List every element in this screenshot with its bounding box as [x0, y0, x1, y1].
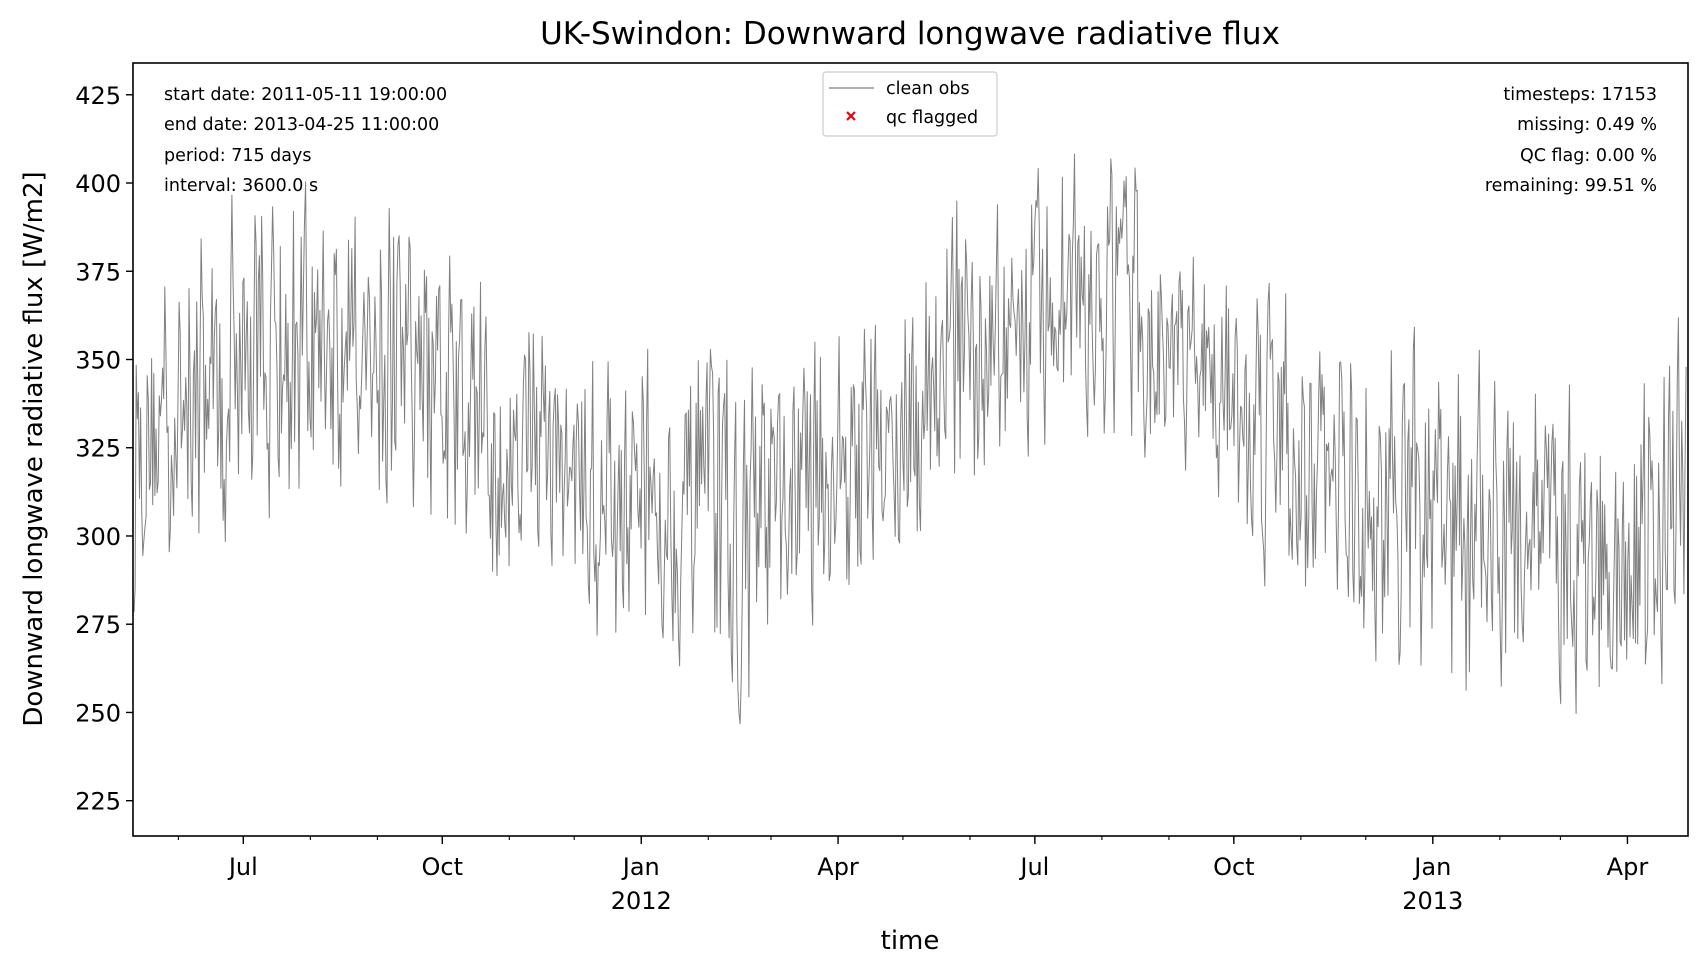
- x-axis-ticks: Jul Oct Jan 2012 Apr Jul Oct Jan 2013 Apr: [177, 836, 1649, 915]
- y-axis-label: Downward longwave radiative flux [W/m2]: [19, 171, 49, 726]
- y-tick-label: 375: [75, 258, 121, 286]
- chart-title: UK-Swindon: Downward longwave radiative …: [540, 16, 1280, 52]
- y-axis-ticks: 225 250 275 300 325 350 375 400 425: [75, 82, 133, 816]
- stat-remaining: remaining: 99.51 %: [1485, 176, 1657, 196]
- y-tick-label: 325: [75, 435, 121, 463]
- series-clean-obs: [133, 153, 1687, 725]
- x-tick-label: Apr: [1607, 853, 1649, 881]
- x-tick-label: Oct: [422, 853, 464, 881]
- y-tick-label: 350: [75, 346, 121, 374]
- stat-qc-flag: QC flag: 0.00 %: [1520, 146, 1657, 166]
- stats-left: start date: 2011-05-11 19:00:00 end date…: [164, 85, 447, 196]
- x-tick-label: Oct: [1213, 853, 1255, 881]
- stat-missing: missing: 0.49 %: [1517, 115, 1657, 135]
- series-line-clean-obs: [133, 153, 1687, 725]
- x-tick-year-label: 2013: [1402, 887, 1463, 915]
- legend-label-qc-flagged: qc flagged: [886, 108, 978, 128]
- legend-swatch-qc-flagged: [846, 111, 856, 121]
- legend-label-clean-obs: clean obs: [886, 79, 970, 99]
- y-tick-label: 250: [75, 699, 121, 727]
- y-tick-label: 425: [75, 82, 121, 110]
- stat-end-date: end date: 2013-04-25 11:00:00: [164, 115, 439, 135]
- stats-right: timesteps: 17153 missing: 0.49 % QC flag…: [1485, 85, 1657, 196]
- plot-frame: [132, 62, 1689, 837]
- y-tick-label: 300: [75, 523, 121, 551]
- x-axis-label: time: [881, 926, 940, 956]
- stat-interval: interval: 3600.0 s: [164, 176, 318, 196]
- x-tick-label: Jul: [1018, 853, 1049, 881]
- y-tick-label: 225: [75, 788, 121, 816]
- stat-start-date: start date: 2011-05-11 19:00:00: [164, 85, 447, 105]
- x-tick-label: Apr: [817, 853, 859, 881]
- stat-period: period: 715 days: [164, 146, 311, 166]
- x-tick-label: Jul: [227, 853, 258, 881]
- x-tick-year-label: 2012: [611, 887, 672, 915]
- y-tick-label: 400: [75, 170, 121, 198]
- stat-timesteps: timesteps: 17153: [1503, 85, 1657, 105]
- y-tick-label: 275: [75, 611, 121, 639]
- legend: clean obs qc flagged: [822, 71, 998, 137]
- x-tick-label: Jan: [1412, 853, 1451, 881]
- x-tick-label: Jan: [621, 853, 660, 881]
